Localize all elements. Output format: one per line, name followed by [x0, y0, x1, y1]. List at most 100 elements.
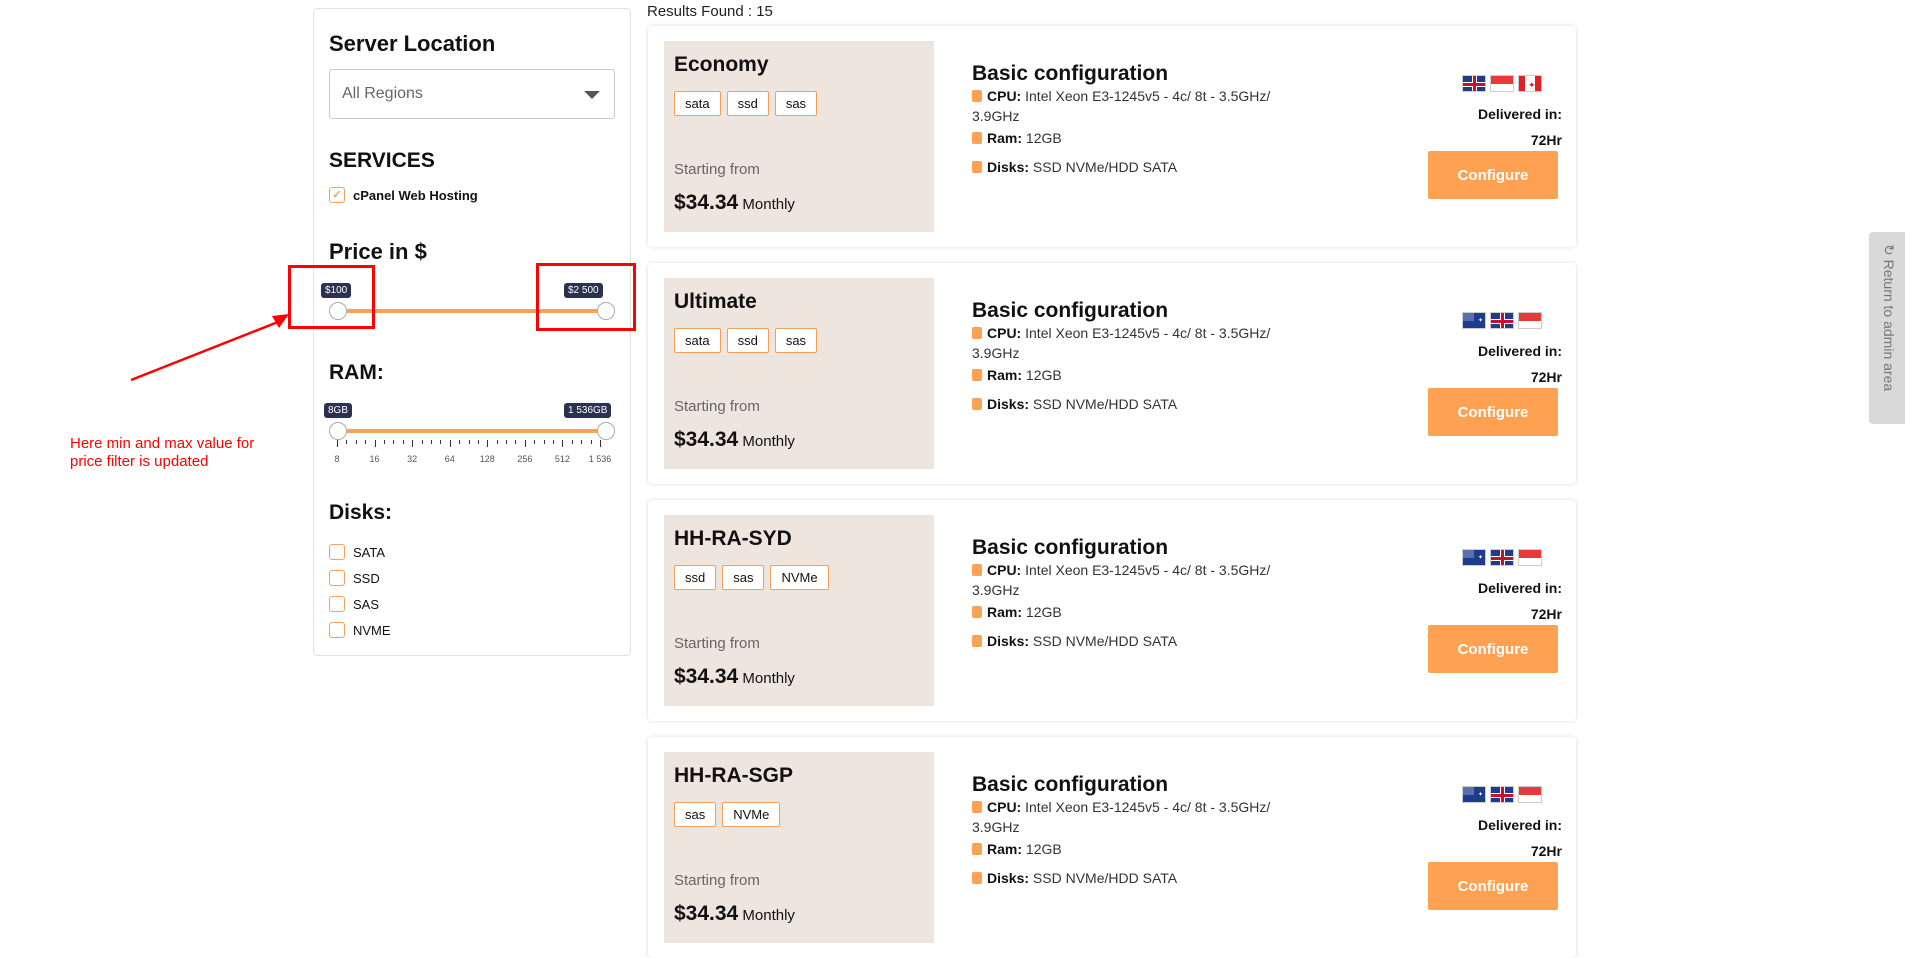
- ram-spec: Ram: 12GB: [972, 128, 1312, 148]
- filter-sidebar: Server Location All Regions SERVICES ✓ cP…: [313, 8, 631, 656]
- cpu-spec: CPU: Intel Xeon E3-1245v5 - 4c/ 8t - 3.5…: [972, 560, 1312, 600]
- ram-label: Ram:: [987, 367, 1023, 383]
- region-select[interactable]: All Regions: [329, 69, 615, 119]
- delivery-info: Delivered in: 72Hr: [1478, 101, 1562, 153]
- cpu-icon: [972, 801, 982, 813]
- disks-value: SSD NVMe/HDD SATA: [1032, 159, 1178, 175]
- ram-spec: Ram: 12GB: [972, 839, 1312, 859]
- cpu-value: Intel Xeon E3-1245v5 - 4c/ 8t - 3.5GHz/ …: [972, 799, 1271, 835]
- scale-label: 32: [407, 454, 418, 464]
- config-title: Basic configuration: [972, 773, 1169, 796]
- cpu-spec: CPU: Intel Xeon E3-1245v5 - 4c/ 8t - 3.5…: [972, 797, 1312, 837]
- checkbox-icon[interactable]: [329, 544, 345, 560]
- service-cpanel[interactable]: ✓ cPanel Web Hosting: [329, 187, 478, 203]
- ram-max-handle[interactable]: [597, 422, 615, 440]
- disks-spec: Disks: SSD NVMe/HDD SATA: [972, 394, 1312, 414]
- disks-value: SSD NVMe/HDD SATA: [1032, 870, 1178, 886]
- cpu-value: Intel Xeon E3-1245v5 - 4c/ 8t - 3.5GHz/ …: [972, 325, 1271, 361]
- scale-tick: [477, 440, 479, 444]
- admin-tab-label: Return to admin area: [1881, 259, 1897, 392]
- checkbox-checked-icon[interactable]: ✓: [329, 187, 345, 203]
- annotation-note: Here min and max value for price filter …: [70, 435, 255, 470]
- ram-label: Ram:: [987, 841, 1023, 857]
- price-amount: $34.34: [674, 191, 739, 214]
- flag-sg-icon: [1518, 786, 1542, 803]
- disk-option-ssd[interactable]: SSD: [329, 570, 380, 586]
- flag-sg-icon: [1518, 312, 1542, 329]
- disks-label: Disks:: [987, 633, 1030, 649]
- price-slider-track[interactable]: [337, 309, 600, 313]
- delivered-label: Delivered in:: [1477, 343, 1562, 359]
- checkbox-icon[interactable]: [329, 622, 345, 638]
- delivered-value: 72Hr: [1530, 132, 1562, 148]
- disk-tag: NVMe: [722, 802, 781, 827]
- scale-label: 8: [334, 454, 340, 464]
- scale-tick: [543, 440, 545, 444]
- disk-tag: sata: [674, 91, 721, 116]
- price-max-handle[interactable]: [597, 302, 615, 320]
- checkbox-icon[interactable]: [329, 596, 345, 612]
- results-count: Results Found : 15: [647, 3, 773, 20]
- ram-spec: Ram: 12GB: [972, 602, 1312, 622]
- flag-sg-icon: [1518, 549, 1542, 566]
- scale-tick: [402, 440, 404, 444]
- region-select-value: All Regions: [342, 85, 423, 102]
- cpu-label: CPU:: [987, 799, 1022, 815]
- price-period: Monthly: [742, 433, 795, 450]
- plan-tags: sata ssd sas: [674, 328, 818, 353]
- disks-label: Disks:: [987, 396, 1030, 412]
- delivered-value: 72Hr: [1530, 369, 1562, 385]
- config-title: Basic configuration: [972, 536, 1169, 559]
- plan-price: $34.34 Monthly: [674, 191, 795, 215]
- scale-tick: [337, 440, 338, 447]
- service-label: cPanel Web Hosting: [353, 187, 478, 203]
- scale-tick: [459, 440, 461, 444]
- disk-icon: [972, 872, 982, 884]
- price-period: Monthly: [742, 907, 795, 924]
- flag-ca-icon: ✦: [1518, 75, 1542, 92]
- scale-tick: [468, 440, 470, 444]
- ram-slider-track[interactable]: [337, 429, 600, 433]
- plan-name: HH-RA-SYD: [674, 527, 792, 550]
- price-min-handle[interactable]: [329, 302, 347, 320]
- location-flags: ✦: [1462, 75, 1542, 92]
- price-min-tooltip: $100: [321, 283, 352, 298]
- refresh-icon: ↻: [1881, 244, 1897, 260]
- delivery-info: Delivered in: 72Hr: [1478, 338, 1562, 390]
- scale-tick: [383, 440, 385, 444]
- ram-min-tooltip: 8GB: [324, 403, 353, 418]
- caret-down-icon: [584, 91, 600, 99]
- disk-tag: NVMe: [770, 565, 829, 590]
- price-period: Monthly: [742, 196, 795, 213]
- scale-tick: [365, 440, 367, 444]
- disk-option-nvme[interactable]: NVME: [329, 622, 391, 638]
- configure-button[interactable]: Configure: [1428, 862, 1558, 910]
- flag-uk-icon: [1462, 75, 1486, 92]
- plan-price: $34.34 Monthly: [674, 665, 795, 689]
- delivered-label: Delivered in:: [1477, 817, 1562, 833]
- flag-au-icon: ✦: [1462, 549, 1486, 566]
- annotation-box-min: [288, 265, 375, 329]
- flag-au-icon: ✦: [1462, 786, 1486, 803]
- scale-tick: [487, 440, 489, 447]
- ram-min-handle[interactable]: [329, 422, 347, 440]
- configure-button[interactable]: Configure: [1428, 151, 1558, 199]
- return-to-admin-tab[interactable]: ↻ Return to admin area: [1869, 232, 1905, 424]
- price-max-tooltip: $2 500: [564, 283, 603, 298]
- scale-label: 512: [554, 454, 570, 464]
- scale-tick: [430, 440, 432, 444]
- delivered-value: 72Hr: [1530, 843, 1562, 859]
- disks-value: SSD NVMe/HDD SATA: [1032, 633, 1178, 649]
- disk-option-sata[interactable]: SATA: [329, 544, 385, 560]
- flag-uk-icon: [1490, 312, 1514, 329]
- disk-option-sas[interactable]: SAS: [329, 596, 379, 612]
- disk-icon: [972, 161, 982, 173]
- disks-value: SSD NVMe/HDD SATA: [1032, 396, 1178, 412]
- configure-button[interactable]: Configure: [1428, 625, 1558, 673]
- checkbox-icon[interactable]: [329, 570, 345, 586]
- memory-icon: [972, 606, 982, 618]
- plan-card: Ultimate sata ssd sas Starting from $34.34…: [648, 263, 1576, 484]
- scale-tick: [421, 440, 423, 444]
- configure-button[interactable]: Configure: [1428, 388, 1558, 436]
- cpu-icon: [972, 90, 982, 102]
